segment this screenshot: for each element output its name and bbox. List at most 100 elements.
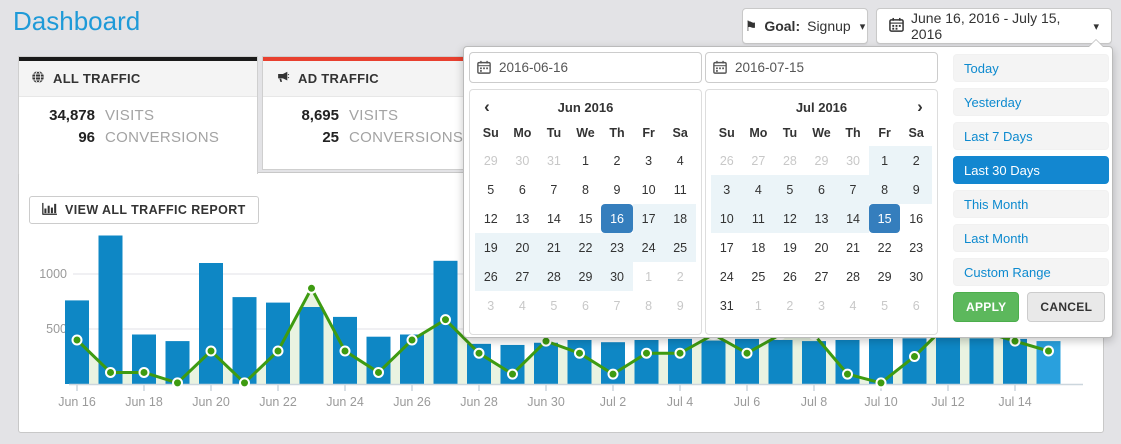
calendar-day[interactable]: 6 bbox=[912, 298, 920, 313]
conversions-point[interactable] bbox=[1043, 345, 1054, 357]
calendar-day[interactable]: 7 bbox=[837, 175, 869, 204]
calendar-day[interactable]: 8 bbox=[868, 175, 901, 204]
calendar-day[interactable]: 11 bbox=[742, 204, 775, 233]
calendar-day[interactable]: 4 bbox=[676, 153, 684, 168]
calendar-day[interactable]: 15 bbox=[578, 211, 593, 226]
calendar-day[interactable]: 28 bbox=[782, 153, 797, 168]
calendar-day[interactable]: 18 bbox=[664, 204, 696, 233]
calendar-day[interactable]: 3 bbox=[487, 298, 495, 313]
conversions-point[interactable] bbox=[607, 368, 619, 380]
conversions-point[interactable] bbox=[272, 345, 284, 357]
tab-ad-traffic[interactable]: AD TRAFFIC 8,695 VISITS 25 CONVERSIONS bbox=[262, 56, 502, 170]
calendar-day[interactable]: 24 bbox=[632, 233, 665, 262]
visits-bar[interactable] bbox=[266, 302, 290, 384]
end-date-input[interactable] bbox=[705, 52, 938, 83]
calendar-day[interactable]: 14 bbox=[837, 204, 869, 233]
conversions-point[interactable] bbox=[306, 282, 317, 294]
calendar-day[interactable]: 13 bbox=[515, 211, 530, 226]
calendar-day[interactable]: 16 bbox=[909, 211, 924, 226]
calendar-day[interactable]: 26 bbox=[719, 153, 734, 168]
calendar-day[interactable]: 27 bbox=[506, 262, 539, 291]
calendar-day[interactable]: 20 bbox=[506, 233, 539, 262]
visits-bar[interactable] bbox=[701, 340, 726, 384]
calendar-day[interactable]: 8 bbox=[581, 182, 589, 197]
calendar-day[interactable]: 22 bbox=[877, 240, 892, 255]
calendar-day[interactable]: 4 bbox=[849, 298, 857, 313]
conversions-point[interactable] bbox=[842, 368, 853, 380]
calendar-day[interactable]: 30 bbox=[515, 153, 530, 168]
calendar-day[interactable]: 21 bbox=[538, 233, 570, 262]
calendar-day[interactable]: 30 bbox=[601, 262, 633, 291]
calendar-day[interactable]: 2 bbox=[900, 146, 932, 175]
calendar-day[interactable]: 8 bbox=[645, 298, 653, 313]
visits-bar[interactable] bbox=[634, 340, 659, 384]
calendar-day[interactable]: 23 bbox=[601, 233, 633, 262]
calendar-day[interactable]: 31 bbox=[719, 298, 734, 313]
range-preset-last-7-days[interactable]: Last 7 Days bbox=[953, 122, 1109, 150]
calendar-day[interactable]: 2 bbox=[676, 269, 684, 284]
calendar-day[interactable]: 27 bbox=[814, 269, 829, 284]
calendar-day[interactable]: 7 bbox=[613, 298, 621, 313]
calendar-day[interactable]: 5 bbox=[550, 298, 558, 313]
conversions-point[interactable] bbox=[674, 347, 686, 359]
range-preset-custom-range[interactable]: Custom Range bbox=[953, 258, 1109, 286]
conversions-point[interactable] bbox=[138, 366, 150, 378]
conversions-point[interactable] bbox=[339, 345, 351, 357]
calendar-day[interactable]: 16 bbox=[601, 204, 633, 233]
calendar-day[interactable]: 25 bbox=[664, 233, 696, 262]
conversions-point[interactable] bbox=[473, 347, 485, 359]
calendar-day[interactable]: 29 bbox=[483, 153, 498, 168]
calendar-day[interactable]: 15 bbox=[868, 204, 901, 233]
calendar-day[interactable]: 13 bbox=[805, 204, 838, 233]
calendar-day[interactable]: 19 bbox=[782, 240, 797, 255]
start-date-input[interactable] bbox=[469, 52, 702, 83]
conversions-point[interactable] bbox=[406, 334, 418, 346]
calendar-day[interactable]: 2 bbox=[613, 153, 621, 168]
calendar-day[interactable]: 1 bbox=[868, 146, 901, 175]
calendar-day[interactable]: 23 bbox=[909, 240, 924, 255]
visits-bar[interactable] bbox=[199, 263, 223, 384]
range-preset-this-month[interactable]: This Month bbox=[953, 190, 1109, 218]
calendar-day[interactable]: 28 bbox=[846, 269, 860, 284]
tab-all-traffic[interactable]: ALL TRAFFIC 34,878 VISITS 96 CONVERSIONS bbox=[18, 56, 258, 174]
calendar-day[interactable]: 10 bbox=[641, 182, 656, 197]
prev-month-button[interactable]: ‹ bbox=[484, 97, 490, 116]
calendar-day[interactable]: 5 bbox=[774, 175, 806, 204]
calendar-day[interactable]: 22 bbox=[569, 233, 602, 262]
calendar-day[interactable]: 3 bbox=[645, 153, 653, 168]
range-preset-today[interactable]: Today bbox=[953, 54, 1109, 82]
conversions-point[interactable] bbox=[440, 314, 451, 326]
goal-button[interactable]: ⚑ Goal: Signup ▾ bbox=[742, 8, 868, 44]
visits-bar[interactable] bbox=[299, 307, 324, 384]
calendar-day[interactable]: 25 bbox=[751, 269, 766, 284]
calendar-day[interactable]: 19 bbox=[475, 233, 507, 262]
visits-bar[interactable] bbox=[98, 235, 123, 385]
calendar-day[interactable]: 10 bbox=[711, 204, 743, 233]
conversions-point[interactable] bbox=[574, 347, 585, 359]
calendar-day[interactable]: 12 bbox=[774, 204, 806, 233]
visits-bar[interactable] bbox=[735, 338, 759, 384]
calendar-day[interactable]: 18 bbox=[751, 240, 766, 255]
calendar-day[interactable]: 1 bbox=[754, 298, 762, 313]
calendar-day[interactable]: 12 bbox=[483, 211, 498, 226]
conversions-point[interactable] bbox=[172, 377, 183, 389]
calendar-day[interactable]: 28 bbox=[538, 262, 570, 291]
calendar-day[interactable]: 26 bbox=[475, 262, 507, 291]
daterange-button[interactable]: June 16, 2016 - July 15, 2016 ▾ bbox=[876, 8, 1112, 44]
cancel-button[interactable]: CANCEL bbox=[1027, 292, 1106, 322]
calendar-day[interactable]: 30 bbox=[909, 269, 924, 284]
calendar-day[interactable]: 3 bbox=[817, 298, 825, 313]
calendar-day[interactable]: 2 bbox=[786, 298, 794, 313]
conversions-point[interactable] bbox=[909, 351, 920, 362]
conversions-point[interactable] bbox=[875, 377, 887, 389]
conversions-point[interactable] bbox=[507, 368, 518, 380]
calendar-day[interactable]: 6 bbox=[581, 298, 589, 313]
calendar-day[interactable]: 1 bbox=[581, 153, 589, 168]
calendar-day[interactable]: 29 bbox=[877, 269, 892, 284]
calendar-day[interactable]: 29 bbox=[569, 262, 602, 291]
calendar-day[interactable]: 6 bbox=[518, 182, 526, 197]
calendar-day[interactable]: 30 bbox=[846, 153, 860, 168]
conversions-point[interactable] bbox=[71, 334, 83, 346]
calendar-day[interactable]: 24 bbox=[719, 269, 734, 284]
calendar-day[interactable]: 9 bbox=[676, 298, 684, 313]
